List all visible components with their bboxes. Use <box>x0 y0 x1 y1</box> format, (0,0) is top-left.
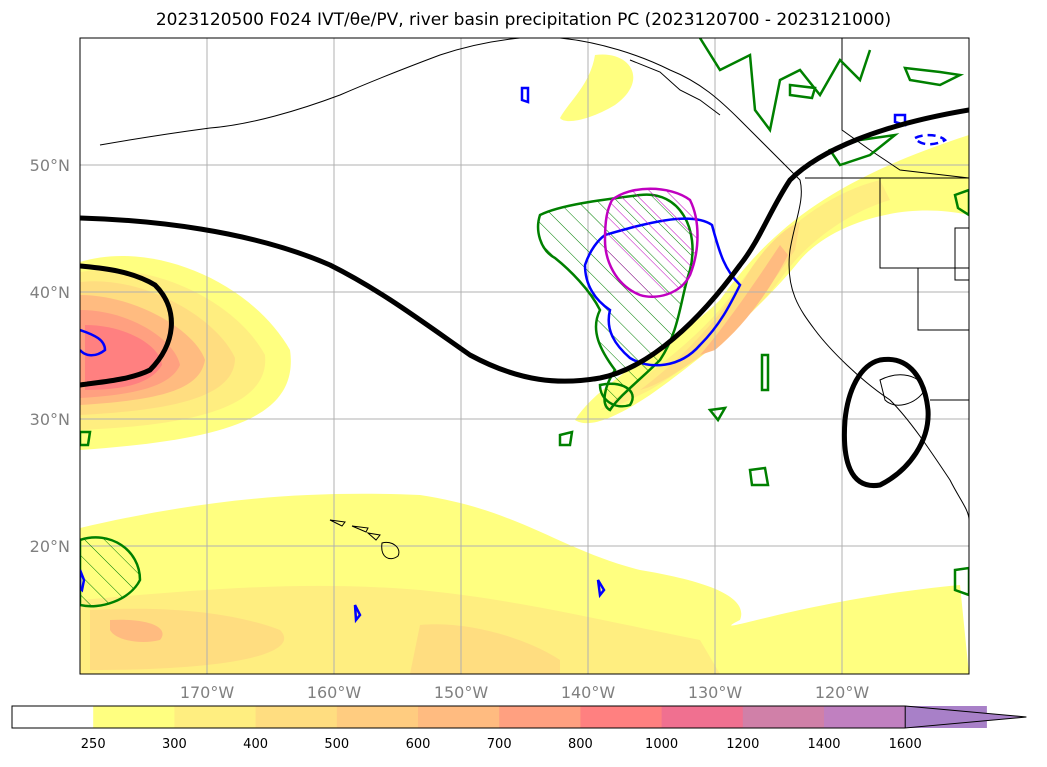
colorbar-segment <box>580 706 663 728</box>
colorbar-segment <box>174 706 257 728</box>
colorbar-outline <box>11 705 906 729</box>
hawaii-islands <box>329 519 400 560</box>
colorbar-tick-label: 700 <box>487 737 512 752</box>
map-plot-area <box>80 38 969 674</box>
colorbar-tick-label: 250 <box>81 737 106 752</box>
lon-label-160w: 160°W <box>307 683 362 702</box>
colorbar-tick-label: 300 <box>162 737 187 752</box>
colorbar-tick-label: 1200 <box>726 737 759 752</box>
lon-labels: 170°W 160°W 150°W 140°W 130°W 120°W <box>180 683 870 702</box>
colorbar-segment <box>418 706 500 728</box>
colorbar-segment <box>255 706 338 728</box>
colorbar-segment <box>824 706 906 728</box>
colorbar-segment <box>12 706 94 728</box>
lon-label-140w: 140°W <box>561 683 616 702</box>
colorbar-segment <box>661 706 744 728</box>
lat-label-30: 30°N <box>30 410 70 429</box>
lat-label-40: 40°N <box>30 283 70 302</box>
lat-labels: 50°N 40°N 30°N 20°N <box>30 156 70 556</box>
map-frame <box>79 37 970 675</box>
colorbar-tick-label: 1000 <box>645 737 678 752</box>
precip-contour <box>603 187 699 299</box>
map-title: 2023120500 F024 IVT/θe/PV, river basin p… <box>155 10 892 30</box>
colorbar-tick-label: 400 <box>243 737 268 752</box>
colorbar-tick-label: 1600 <box>889 737 922 752</box>
ivt-fill-south <box>80 493 969 674</box>
colorbar-tick-label: 600 <box>406 737 431 752</box>
colorbar-segment <box>742 706 825 728</box>
lon-label-120w: 120°W <box>815 683 870 702</box>
lon-label-170w: 170°W <box>180 683 235 702</box>
colorbar-tick-label: 500 <box>324 737 349 752</box>
colorbar-segment <box>499 706 581 728</box>
colorbar-segment <box>336 706 419 728</box>
lat-label-50: 50°N <box>30 156 70 175</box>
theta-e-contours <box>80 107 969 489</box>
ivt-fill-ar <box>560 54 969 424</box>
colorbar-extend-arrow <box>904 705 1027 729</box>
lon-label-150w: 150°W <box>434 683 489 702</box>
lat-label-20: 20°N <box>30 537 70 556</box>
colorbar-segment <box>93 706 175 728</box>
colorbar-tick-label: 800 <box>568 737 593 752</box>
colorbar-tick-label: 1400 <box>807 737 840 752</box>
colorbar: 250 300 400 500 600 700 800 1000 1200 1400 1600 <box>11 705 1027 752</box>
lon-label-130w: 130°W <box>688 683 743 702</box>
